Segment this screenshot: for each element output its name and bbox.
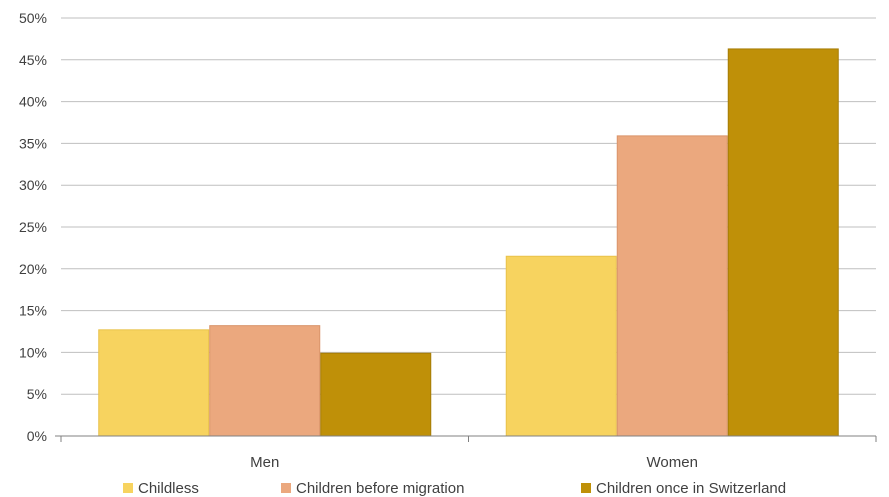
legend-label: Children before migration [296,480,464,497]
legend-swatch [123,483,133,493]
y-tick-label: 30% [19,177,47,193]
legend-swatch [281,483,291,493]
y-tick-label: 5% [27,386,47,402]
bar-women-2 [616,135,728,437]
category-label: Women [647,454,698,471]
legend: Childless Children before migration Childr… [123,480,786,497]
y-tick-label: 40% [19,94,47,110]
y-tick-label: 15% [19,303,47,319]
y-tick-label: 0% [27,428,47,444]
bars [98,48,839,437]
category-label: Men [250,454,279,471]
bar-women-3 [727,48,839,437]
bar-men-3 [320,352,432,437]
y-axis-tick-labels: 0% 5% 10% 15% 20% 25% 30% 35% 40% 45% 50% [19,10,47,444]
x-axis [55,435,877,442]
legend-swatch [581,483,591,493]
y-tick-label: 45% [19,52,47,68]
category-labels: Men Women [250,454,698,471]
y-tick-label: 20% [19,261,47,277]
legend-label: Children once in Switzerland [596,480,786,497]
y-tick-label: 25% [19,219,47,235]
legend-label: Childless [138,480,199,497]
y-tick-label: 35% [19,135,47,151]
y-tick-label: 10% [19,344,47,360]
bar-men-2 [209,325,321,437]
y-tick-label: 50% [19,10,47,26]
bar-women-1 [505,255,617,437]
bar-men-1 [98,329,210,437]
